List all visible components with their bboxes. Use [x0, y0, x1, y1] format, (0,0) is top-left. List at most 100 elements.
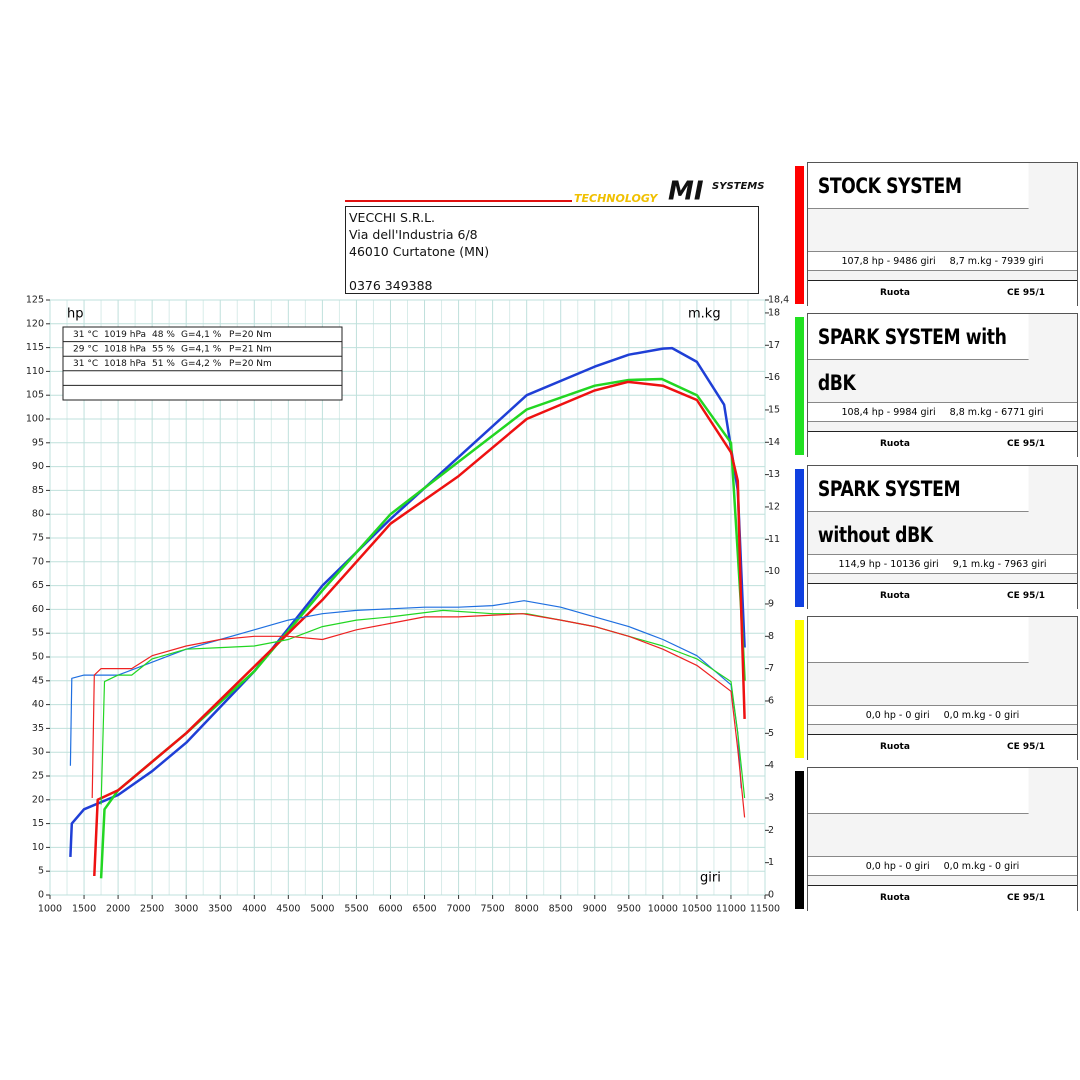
y-tick-label: 95: [32, 437, 44, 448]
condition-cell: 31 °C: [73, 330, 98, 340]
x-tick-label: 4000: [242, 904, 266, 915]
legend-color-bar: [795, 166, 804, 304]
x-tick-label: 4500: [276, 904, 300, 915]
torque-line: [91, 613, 746, 818]
condition-cell: G=4,1 %: [181, 345, 222, 355]
y-tick-label: 35: [32, 723, 44, 734]
legend-footer-right: CE 95/1: [1007, 288, 1045, 298]
y2-tick-label: 13: [768, 469, 780, 480]
torque-line: [69, 600, 742, 789]
y-tick-label: 55: [32, 628, 44, 639]
y2-tick-label: 4: [768, 760, 774, 771]
y-tick-label: 100: [26, 414, 44, 425]
peak-torque: 8,7 m.kg - 7939 giri: [949, 256, 1044, 267]
legend-box: SPARK SYSTEM with dBK 108,4 hp - 9984 gir…: [807, 313, 1078, 458]
x-tick-label: 3500: [208, 904, 232, 915]
legend-panel: 0,0 hp - 0 giri 0,0 m.kg - 0 giri Ruota CE …: [795, 615, 1079, 761]
y-axis-label: hp: [67, 307, 84, 322]
y2-axis-label: m.kg: [688, 307, 721, 322]
y-tick-label: 0: [38, 890, 44, 901]
legend-panel: SPARK SYSTEM with dBK 108,4 hp - 9984 gir…: [795, 313, 1079, 458]
legend-color-bar: [795, 317, 804, 456]
y2-tick-label: 12: [768, 501, 780, 512]
x-tick-label: 11500: [750, 904, 780, 915]
y-tick-label: 45: [32, 675, 44, 686]
y2-tick-label: 18,4: [768, 295, 789, 306]
peak-torque: 8,8 m.kg - 6771 giri: [949, 407, 1044, 419]
legend-footer-left: Ruota: [880, 893, 910, 904]
y2-tick-label: 1: [768, 857, 774, 868]
condition-cell: 1018 hPa: [104, 345, 146, 355]
condition-cell: G=4,2 %: [181, 359, 222, 369]
x-tick-label: 7000: [446, 904, 470, 915]
x-tick-label: 11000: [716, 904, 746, 915]
legend-color-bar: [795, 771, 804, 910]
y-tick-label: 30: [32, 747, 44, 758]
x-tick-label: 1000: [38, 904, 62, 915]
x-tick-label: 10500: [682, 904, 712, 915]
y-tick-label: 110: [26, 366, 44, 377]
legend-footer: Ruota CE 95/1: [808, 280, 1077, 306]
y2-tick-label: 0: [768, 890, 774, 901]
torque-line: [100, 609, 746, 805]
condition-cell: 51 %: [152, 359, 175, 369]
y-tick-label: 75: [32, 533, 44, 544]
x-tick-label: 10000: [648, 904, 678, 915]
y2-tick-label: 5: [768, 728, 774, 739]
y2-tick-label: 16: [768, 372, 780, 383]
x-tick-label: 7500: [481, 904, 505, 915]
y-tick-label: 80: [32, 509, 44, 520]
y2-tick-label: 10: [768, 566, 780, 577]
x-tick-label: 2500: [140, 904, 164, 915]
legend-box: SPARK SYSTEM without dBK 114,9 hp - 10136…: [807, 464, 1078, 609]
legend-footer: Ruota CE 95/1: [808, 431, 1077, 458]
condition-cell: P=20 Nm: [229, 330, 272, 340]
condition-cell: 55 %: [152, 345, 175, 355]
peak-power: 0,0 hp - 0 giri: [865, 709, 930, 721]
peak-power: 0,0 hp - 0 giri: [865, 861, 930, 873]
legend-footer-left: Ruota: [880, 288, 910, 298]
legend-title: SPARK SYSTEM with dBK: [808, 314, 1029, 395]
legend-title: [808, 768, 1029, 815]
x-tick-label: 3000: [174, 904, 198, 915]
logo-text: SYSTEMS: [712, 181, 764, 192]
peak-torque: 9,1 m.kg - 7963 giri: [952, 558, 1047, 570]
legend-title: STOCK SYSTEM: [808, 163, 1029, 209]
legend-panel: SPARK SYSTEM without dBK 114,9 hp - 10136…: [795, 464, 1079, 610]
legend-title: [808, 616, 1029, 663]
y2-tick-label: 17: [768, 340, 780, 351]
legend-stats: 0,0 hp - 0 giri 0,0 m.kg - 0 giri: [808, 704, 1077, 725]
condition-cell: 1018 hPa: [104, 359, 146, 369]
y-tick-label: 90: [32, 461, 44, 472]
legend-title: SPARK SYSTEM without dBK: [808, 465, 1029, 547]
peak-torque: 0,0 m.kg - 0 giri: [943, 709, 1020, 721]
chart: TECHNOLOGY MI SYSTEMS 1000 1500 2000 2500 30…: [26, 177, 789, 915]
address-box: VECCHI S.R.L. Via dell'Industria 6/8 46010…: [345, 206, 759, 294]
condition-cell: 31 °C: [73, 359, 98, 369]
legend-footer-right: CE 95/1: [1007, 893, 1045, 904]
y-tick-label: 65: [32, 580, 44, 591]
y-tick-label: 120: [26, 318, 44, 329]
condition-cell: 48 %: [152, 330, 175, 340]
condition-cell: P=20 Nm: [229, 359, 272, 369]
y2-tick-label: 9: [768, 598, 774, 609]
y-tick-label: 125: [26, 295, 44, 306]
legend-footer: Ruota CE 95/1: [808, 885, 1077, 912]
x-tick-label: 5500: [344, 904, 368, 915]
legend-stats: 107,8 hp - 9486 giri 8,7 m.kg - 7939 giri: [808, 251, 1077, 271]
power-line: [69, 346, 746, 857]
y2-tick-label: 7: [768, 663, 774, 674]
legend-box: 0,0 hp - 0 giri 0,0 m.kg - 0 giri Ruota CE …: [807, 615, 1078, 760]
legend-color-bar: [795, 619, 804, 758]
x-axis-label: giri: [700, 871, 721, 886]
y-tick-label: 40: [32, 699, 44, 710]
x-tick-label: 8000: [515, 904, 539, 915]
condition-cell: 1019 hPa: [104, 330, 146, 340]
legend-footer-left: Ruota: [880, 590, 910, 601]
address-line: 46010 Curtatone (MN): [349, 244, 490, 259]
condition-cell: P=21 Nm: [229, 345, 272, 355]
condition-cell: G=4,1 %: [181, 330, 222, 340]
peak-power: 114,9 hp - 10136 giri: [838, 558, 939, 570]
address-line: VECCHI S.R.L.: [349, 210, 436, 225]
